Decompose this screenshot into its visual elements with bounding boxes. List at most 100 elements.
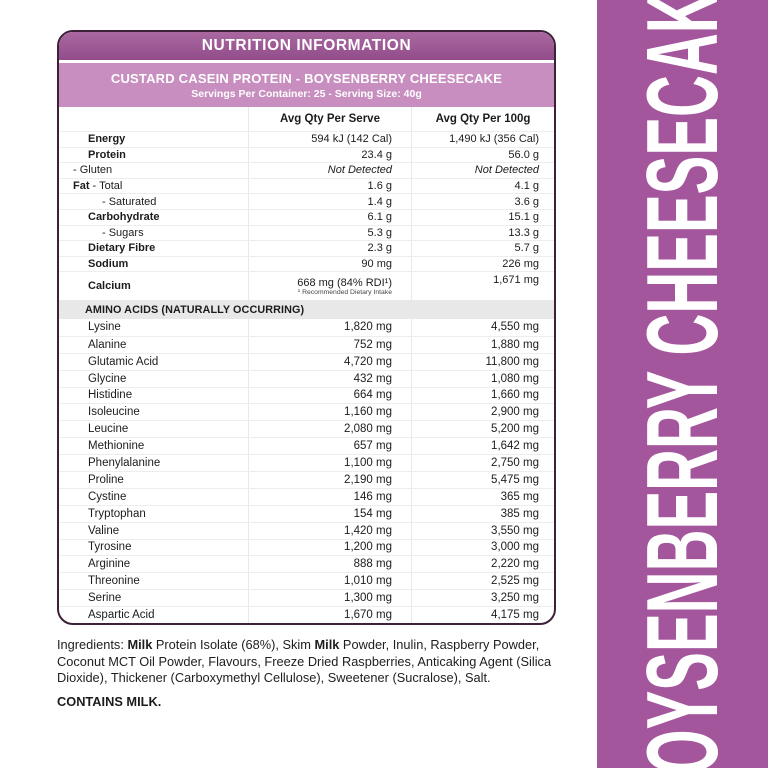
flavour-sidebar: BOYSENBERRY CHEESECAKE xyxy=(597,0,768,768)
flavour-vertical-text: BOYSENBERRY CHEESECAKE xyxy=(625,0,740,768)
amino-acid-name: Isoleucine xyxy=(88,406,140,419)
amino-per-100g-value: 1,080 mg xyxy=(411,370,554,387)
amino-per-serve-value: 1,820 mg xyxy=(248,318,411,336)
nutrient-label: Protein xyxy=(88,148,126,161)
amino-acid-name: Leucine xyxy=(88,423,129,436)
nutrient-row: - Gluten Not Detected Not Detected xyxy=(59,162,554,178)
nutrient-per-serve-value: Not Detected xyxy=(248,163,411,178)
nutrient-per-100g-value: 1,490 kJ (356 Cal) xyxy=(411,132,554,147)
amino-acid-row: Tyrosine 1,200 mg 3,000 mg xyxy=(59,538,554,556)
nutrient-per-100g-value: 5.7 g xyxy=(411,241,554,256)
amino-per-serve-value: 432 mg xyxy=(248,370,411,387)
product-band: CUSTARD CASEIN PROTEIN - BOYSENBERRY CHE… xyxy=(59,63,554,108)
amino-per-serve-value: 1,100 mg xyxy=(248,455,411,471)
ingredient-text: Ingredients: xyxy=(57,637,128,652)
amino-acid-row: Tryptophan 154 mg 385 mg xyxy=(59,504,554,522)
amino-acid-name: Aspartic Acid xyxy=(88,609,155,622)
nutrient-label: Carbohydrate xyxy=(88,211,160,224)
amino-per-100g-value: 1,880 mg xyxy=(411,336,554,353)
amino-per-100g-value: 11,800 mg xyxy=(411,353,554,370)
amino-per-serve-value: 1,670 mg xyxy=(248,607,411,623)
amino-per-100g-value: 2,220 mg xyxy=(411,556,554,573)
nutrient-per-100g-value: 1,671 mg xyxy=(411,272,554,301)
nutrition-panel: NUTRITION INFORMATION CUSTARD CASEIN PRO… xyxy=(57,30,556,625)
amino-acid-name: Alanine xyxy=(88,338,127,351)
nutrient-per-100g-value: 3.6 g xyxy=(411,194,554,209)
nutrient-table-body: Energy 594 kJ (142 Cal) 1,490 kJ (356 Ca… xyxy=(59,131,554,301)
amino-acids-section-header: AMINO ACIDS (NATURALLY OCCURRING) xyxy=(59,300,554,319)
amino-per-100g-value: 365 mg xyxy=(411,488,554,505)
nutrient-label: Dietary Fibre xyxy=(88,242,156,255)
amino-acid-name: Lysine xyxy=(88,321,121,334)
ingredient-text: Powder, Inulin, Raspberry Powder, Coconu… xyxy=(57,637,552,685)
amino-acid-row: Phenylalanine 1,100 mg 2,750 mg xyxy=(59,454,554,471)
amino-per-100g-value: 4,175 mg xyxy=(411,607,554,623)
nutrient-row: Calcium 668 mg (84% RDI¹) ¹ Recommended D… xyxy=(59,271,554,301)
nutrient-label: Energy xyxy=(88,133,126,146)
amino-acid-row: Alanine 752 mg 1,880 mg xyxy=(59,335,554,353)
panel-title: NUTRITION INFORMATION xyxy=(201,37,412,55)
nutrient-row: Fat - Total 1.6 g 4.1 g xyxy=(59,177,554,194)
nutrient-per-serve-value: 5.3 g xyxy=(248,225,411,241)
amino-per-100g-value: 3,250 mg xyxy=(411,590,554,607)
amino-acid-name: Tyrosine xyxy=(88,541,132,554)
amino-per-serve-value: 4,720 mg xyxy=(248,353,411,370)
amino-per-100g-value: 3,550 mg xyxy=(411,522,554,539)
nutrient-label: Sodium xyxy=(88,258,129,271)
nutrient-label: - Sugars xyxy=(102,226,144,239)
nutrient-row: Carbohydrate 6.1 g 15.1 g xyxy=(59,208,554,225)
amino-acid-row: Cystine 146 mg 365 mg xyxy=(59,487,554,505)
amino-per-100g-value: 2,900 mg xyxy=(411,404,554,421)
amino-acid-name: Histidine xyxy=(88,389,133,402)
amino-acid-name: Glycine xyxy=(88,372,127,385)
nutrient-per-serve-value: 2.3 g xyxy=(248,241,411,256)
amino-acid-name: Phenylalanine xyxy=(88,457,161,470)
column-header-per-serve: Avg Qty Per Serve xyxy=(248,107,411,131)
table-header-row: Avg Qty Per Serve Avg Qty Per 100g xyxy=(59,107,554,131)
amino-per-serve-value: 888 mg xyxy=(248,556,411,573)
amino-per-serve-value: 1,160 mg xyxy=(248,404,411,421)
amino-per-serve-value: 1,010 mg xyxy=(248,573,411,590)
amino-acid-row: Valine 1,420 mg 3,550 mg xyxy=(59,521,554,539)
nutrient-row: Protein 23.4 g 56.0 g xyxy=(59,146,554,163)
nutrient-per-serve-value: 90 mg xyxy=(248,256,411,272)
nutrient-row: Energy 594 kJ (142 Cal) 1,490 kJ (356 Ca… xyxy=(59,131,554,147)
amino-per-serve-value: 154 mg xyxy=(248,505,411,522)
amino-acid-row: Glycine 432 mg 1,080 mg xyxy=(59,369,554,387)
amino-acid-name: Arginine xyxy=(88,558,131,571)
amino-acid-row: Threonine 1,010 mg 2,525 mg xyxy=(59,572,554,590)
amino-per-serve-value: 1,200 mg xyxy=(248,539,411,556)
nutrient-per-serve-value: 1.6 g xyxy=(248,178,411,194)
ingredient-allergen-bold: Milk xyxy=(314,637,340,652)
amino-acid-name: Proline xyxy=(88,473,124,486)
amino-per-100g-value: 2,525 mg xyxy=(411,573,554,590)
amino-acid-row: Proline 2,190 mg 5,475 mg xyxy=(59,470,554,488)
nutrient-per-serve-value: 6.1 g xyxy=(248,209,411,225)
amino-acid-row: Aspartic Acid 1,670 mg 4,175 mg xyxy=(59,606,554,623)
amino-acid-name: Glutamic Acid xyxy=(88,355,159,368)
panel-title-band: NUTRITION INFORMATION xyxy=(59,32,554,61)
allergen-statement: CONTAINS MILK. xyxy=(57,694,162,709)
amino-per-serve-value: 1,300 mg xyxy=(248,590,411,607)
nutrient-per-100g-value: 13.3 g xyxy=(411,225,554,241)
amino-per-serve-value: 752 mg xyxy=(248,336,411,353)
nutrient-per-100g-value: 56.0 g xyxy=(411,147,554,163)
amino-acid-row: Methionine 657 mg 1,642 mg xyxy=(59,437,554,455)
amino-per-serve-value: 2,190 mg xyxy=(248,471,411,488)
amino-acid-row: Serine 1,300 mg 3,250 mg xyxy=(59,589,554,607)
column-header-per-100g: Avg Qty Per 100g xyxy=(411,107,554,131)
nutrient-row: - Sugars 5.3 g 13.3 g xyxy=(59,224,554,241)
amino-acid-row: Isoleucine 1,160 mg 2,900 mg xyxy=(59,403,554,421)
amino-acids-table-body: Lysine 1,820 mg 4,550 mg Alanine 752 mg … xyxy=(59,318,554,623)
amino-acid-row: Arginine 888 mg 2,220 mg xyxy=(59,555,554,573)
ingredient-allergen-bold: Milk xyxy=(127,637,153,652)
amino-per-100g-value: 385 mg xyxy=(411,505,554,522)
nutrient-row: Sodium 90 mg 226 mg xyxy=(59,255,554,272)
amino-per-100g-value: 5,475 mg xyxy=(411,471,554,488)
nutrient-per-100g-value: 15.1 g xyxy=(411,209,554,225)
nutrient-row: - Saturated 1.4 g 3.6 g xyxy=(59,193,554,209)
amino-per-serve-value: 664 mg xyxy=(248,387,411,404)
amino-per-100g-value: 3,000 mg xyxy=(411,539,554,556)
amino-per-serve-value: 2,080 mg xyxy=(248,421,411,438)
